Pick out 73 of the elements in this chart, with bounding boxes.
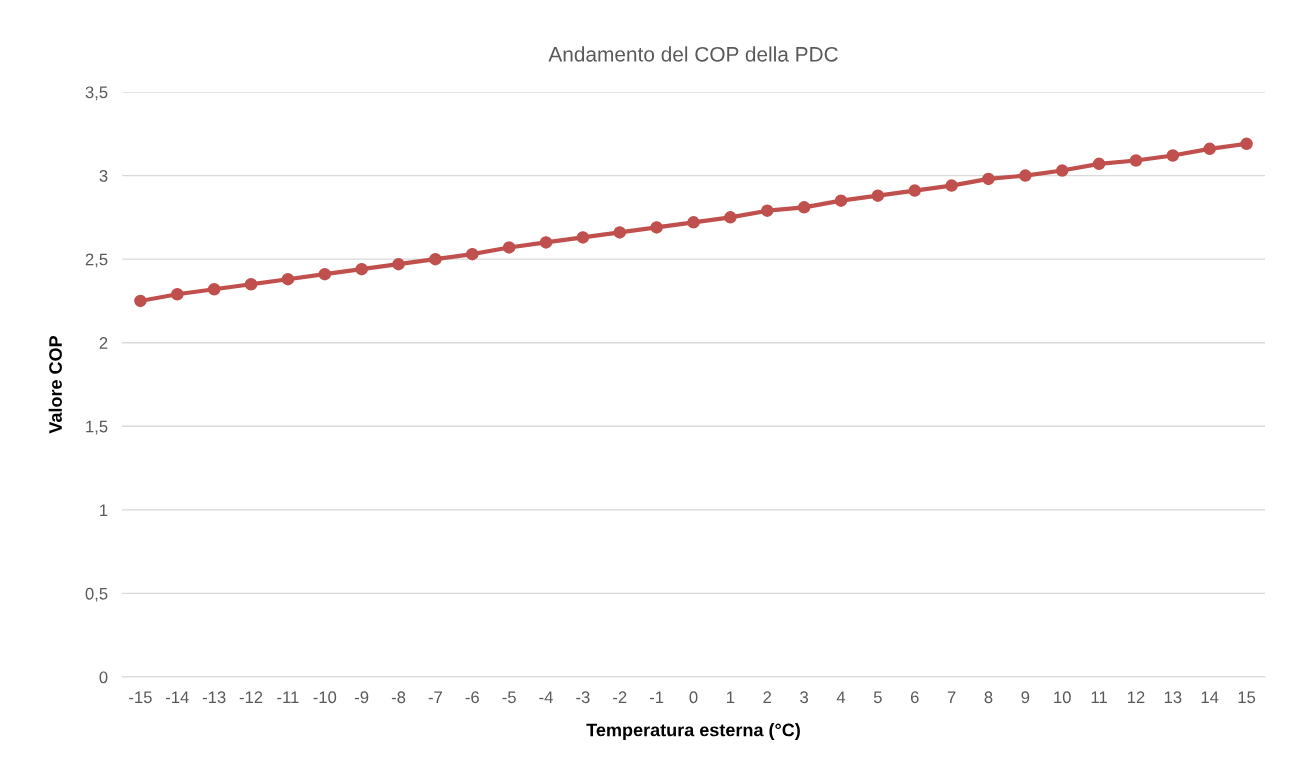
point — [502, 241, 516, 254]
x-tick-label: 12 — [1127, 691, 1145, 703]
point — [207, 282, 221, 296]
point — [1092, 157, 1106, 171]
point — [982, 172, 995, 186]
y-axis-title: Valore COP — [48, 335, 62, 434]
x-tick-label: -2 — [613, 691, 627, 703]
x-tick-label: 13 — [1164, 691, 1182, 704]
point — [281, 272, 295, 286]
y-tick-label: 3 — [99, 169, 108, 182]
y-tick-label: 1,5 — [86, 420, 108, 435]
x-tick-label: -9 — [354, 691, 369, 704]
x-tick-label: 0 — [689, 691, 698, 704]
x-tick-label: 15 — [1238, 691, 1256, 704]
x-tick-label: -11 — [277, 691, 299, 703]
x-tick-label: -5 — [502, 691, 516, 704]
point — [945, 179, 958, 192]
y-tick-label: 1 — [100, 504, 108, 516]
x-tick-label: -15 — [129, 691, 152, 704]
point — [134, 294, 147, 308]
x-tick-label: 1 — [727, 691, 735, 703]
x-tick-label: 2 — [763, 691, 772, 703]
point — [613, 226, 627, 239]
x-tick-label: 3 — [800, 691, 809, 704]
point — [244, 277, 258, 291]
point — [650, 221, 663, 234]
point — [1240, 137, 1253, 151]
x-tick-label: -7 — [428, 691, 442, 703]
point — [576, 231, 590, 244]
point — [1019, 169, 1032, 182]
point — [429, 252, 442, 266]
y-tick-label: 3,5 — [85, 86, 108, 101]
point — [171, 287, 184, 301]
x-tick-label: -12 — [239, 691, 263, 703]
point — [1129, 154, 1143, 167]
point — [466, 247, 479, 261]
x-tick-label: 11 — [1091, 691, 1107, 703]
x-tick-label: 4 — [836, 691, 846, 703]
x-tick-label: -8 — [391, 691, 406, 704]
x-tick-label: -1 — [649, 691, 664, 703]
point — [355, 262, 368, 276]
chart-title: Andamento del COP della PDC — [548, 46, 838, 62]
x-tick-label: -13 — [202, 691, 226, 704]
x-tick-label: -4 — [539, 691, 553, 703]
x-tick-label: 8 — [984, 691, 993, 704]
y-tick-label: 0,5 — [85, 587, 108, 602]
x-tick-label: -10 — [313, 691, 337, 704]
point — [724, 211, 737, 224]
x-tick-label: 7 — [947, 691, 956, 703]
point — [1166, 149, 1180, 162]
x-tick-label: -6 — [465, 691, 479, 704]
point — [687, 216, 700, 229]
x-axis-title: Temperatura esterna (°C) — [586, 723, 800, 740]
x-tick-label: 9 — [1021, 691, 1030, 704]
x-tick-label: -3 — [576, 691, 590, 704]
point — [318, 267, 332, 281]
point — [392, 257, 405, 271]
point — [908, 184, 921, 197]
x-tick-label: 5 — [873, 691, 882, 704]
point — [797, 201, 811, 214]
x-tick-label: -14 — [166, 691, 189, 703]
x-tick-label: 10 — [1054, 691, 1071, 704]
point — [834, 194, 848, 207]
point — [760, 204, 774, 217]
y-tick-label: 2 — [99, 337, 108, 349]
point — [1203, 142, 1216, 156]
y-tick-label: 2,5 — [85, 253, 108, 268]
point — [1055, 164, 1069, 177]
y-tick-label: 0 — [99, 671, 108, 684]
x-tick-label: 14 — [1201, 691, 1219, 703]
point — [539, 236, 553, 249]
point — [871, 189, 885, 202]
x-tick-label: 6 — [910, 691, 919, 704]
